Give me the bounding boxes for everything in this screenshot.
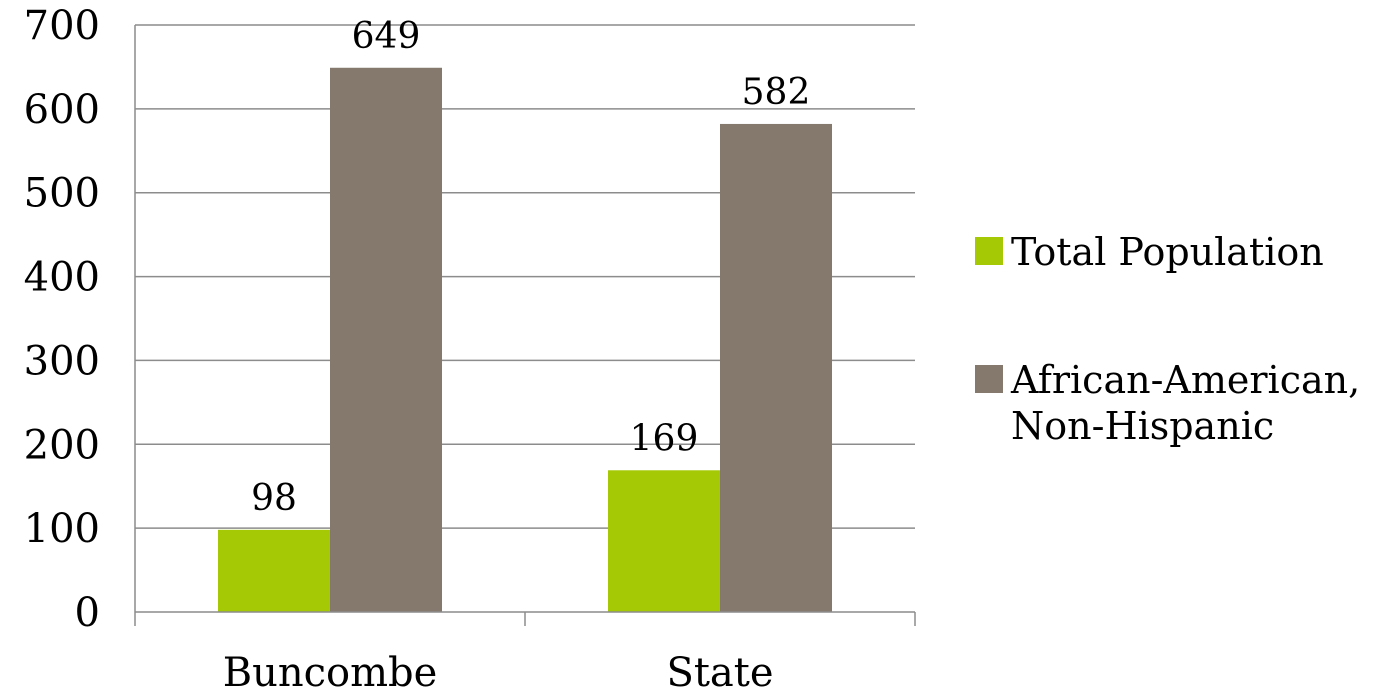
- data-labels: 98 649 169 582: [251, 16, 810, 519]
- bar-african-american-buncombe: [330, 67, 442, 612]
- data-label: 649: [352, 16, 421, 57]
- legend-label: African-American, Non-Hispanic: [1010, 358, 1360, 448]
- y-tick-label: 700: [24, 3, 100, 49]
- y-tick-label: 400: [24, 255, 100, 301]
- bar-african-american-state: [720, 123, 832, 613]
- bars: [218, 67, 832, 613]
- y-tick-label: 200: [24, 422, 100, 468]
- legend: Total Population African-American, Non-His…: [975, 230, 1360, 448]
- legend-swatch: [975, 365, 1003, 393]
- x-tick-label: Buncombe: [223, 650, 438, 693]
- legend-label-line: Total Population: [1011, 230, 1324, 274]
- y-tick-label: 100: [24, 506, 100, 552]
- axes: 0 100 200 300 400 500 600 700 Buncombe State: [24, 3, 916, 693]
- data-label: 98: [251, 478, 297, 519]
- legend-label-line: African-American,: [1010, 358, 1360, 402]
- y-tick-label: 600: [24, 87, 100, 133]
- data-label: 582: [742, 72, 811, 113]
- y-tick-label: 300: [24, 338, 100, 384]
- y-tick-label: 0: [75, 590, 100, 636]
- bar-total-population-state: [608, 470, 720, 612]
- bar-total-population-buncombe: [218, 529, 330, 612]
- gridlines: [135, 24, 915, 529]
- legend-label-line: Non-Hispanic: [1011, 404, 1274, 448]
- y-tick-label: 500: [24, 171, 100, 217]
- x-tick-label: State: [666, 650, 773, 693]
- data-label: 169: [630, 418, 699, 459]
- legend-label: Total Population: [1011, 230, 1324, 274]
- legend-swatch: [975, 237, 1003, 265]
